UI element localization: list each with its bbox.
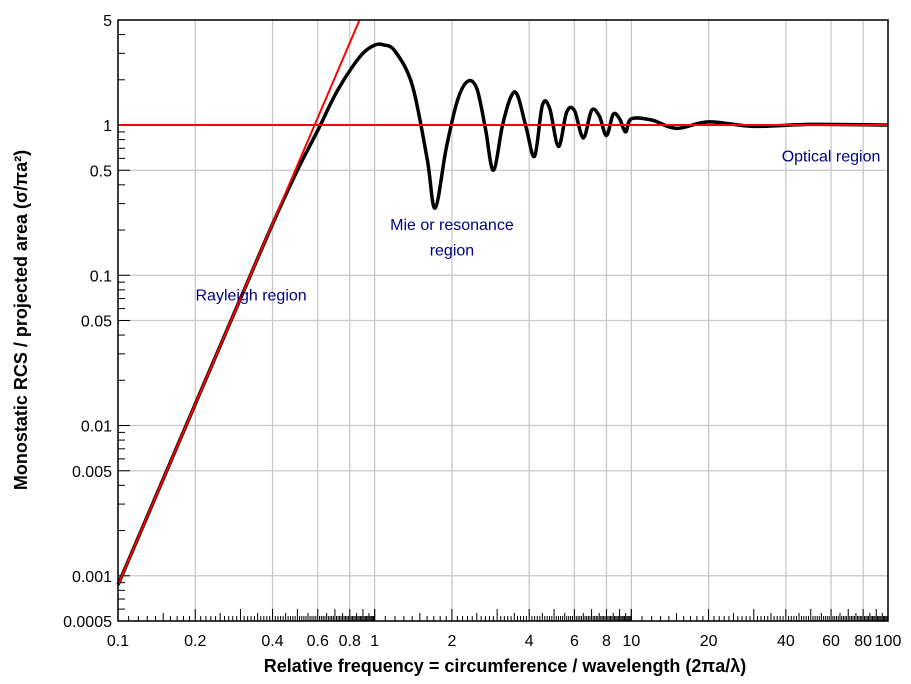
x-tick-label: 0.1 — [107, 633, 129, 650]
x-tick-label: 100 — [875, 633, 902, 650]
x-tick-label: 0.6 — [307, 633, 329, 650]
rcs-curve — [116, 42, 889, 586]
region-annotation: region — [430, 243, 474, 260]
grid — [117, 19, 889, 622]
y-tick-label: 0.005 — [72, 464, 112, 481]
x-tick-label: 60 — [822, 633, 840, 650]
y-tick-label: 5 — [103, 13, 112, 30]
x-tick-label: 80 — [854, 633, 872, 650]
asymptote-line — [117, 19, 361, 586]
x-tick-label: 10 — [622, 633, 640, 650]
x-axis-title: Relative frequency = circumference / wav… — [264, 656, 746, 676]
x-tick-label: 4 — [525, 633, 534, 650]
y-tick-label: 0.1 — [90, 268, 112, 285]
y-tick-label: 0.05 — [81, 314, 112, 331]
x-tick-label: 0.4 — [261, 633, 283, 650]
region-annotation: Rayleigh region — [195, 287, 306, 304]
x-tick-labels: 0.1 0.2 0.4 0.6 0.8 1 2 4 6 8 10 20 40 60 80 100 — [107, 633, 902, 650]
y-tick-label: 0.01 — [81, 419, 112, 436]
x-tick-label: 0.8 — [339, 633, 361, 650]
y-tick-label: 1 — [103, 118, 112, 135]
plot-frame — [117, 19, 889, 622]
x-tick-label: 40 — [777, 633, 795, 650]
x-tick-label: 2 — [447, 633, 456, 650]
x-tick-label: 0.2 — [184, 633, 206, 650]
y-tick-label: 0.5 — [90, 163, 112, 180]
x-tick-label: 1 — [370, 633, 379, 650]
region-annotation: Mie or resonance — [390, 217, 514, 234]
x-tick-label: 8 — [602, 633, 611, 650]
region-annotation: Optical region — [782, 149, 881, 166]
x-tick-label: 6 — [570, 633, 579, 650]
y-tick-label: 0.0005 — [63, 614, 112, 631]
y-tick-labels: 0.0005 0.001 0.005 0.01 0.05 0.1 0.5 1 5 — [63, 13, 112, 631]
minor-ticks — [117, 19, 889, 622]
annotations: Rayleigh region Mie or resonance region Opt… — [195, 149, 880, 305]
y-axis-title: Monostatic RCS / projected area (σ/πa²) — [11, 150, 31, 490]
series — [116, 19, 889, 586]
x-tick-label: 20 — [700, 633, 718, 650]
y-tick-label: 0.001 — [72, 569, 112, 586]
